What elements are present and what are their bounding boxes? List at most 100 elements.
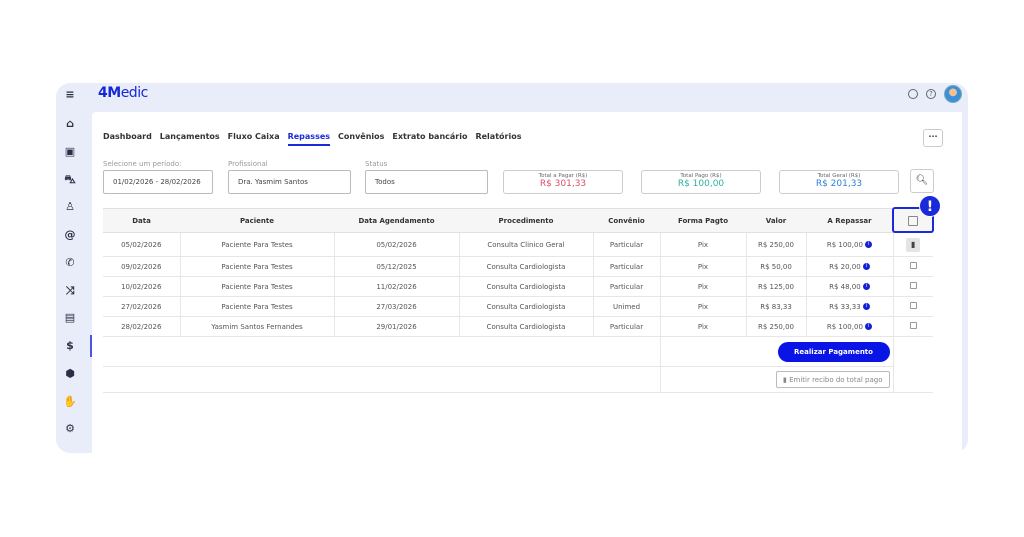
clipboard-icon[interactable]: ▤ [64, 311, 76, 324]
table-row: 27/02/2026 Paciente Para Testes 27/03/2026… [103, 296, 933, 317]
help-icon[interactable]: ? [926, 89, 936, 99]
info-icon[interactable]: i [862, 303, 870, 310]
period-input[interactable]: 01/02/2026 - 28/02/2026 [103, 170, 213, 194]
table-cell: 11/02/2026 [334, 276, 460, 297]
select-all-checkbox[interactable] [908, 215, 918, 226]
table-cell: Pix [660, 256, 747, 277]
avatar[interactable] [944, 85, 962, 103]
hand-icon[interactable]: ✋ [63, 395, 77, 408]
at-icon[interactable]: @ [64, 228, 76, 241]
phone-icon[interactable]: ✆ [65, 256, 75, 269]
shuffle-icon[interactable]: ⤨ [65, 284, 75, 297]
calendar-icon[interactable]: ▣ [64, 145, 76, 158]
table-cell: 05/12/2025 [334, 256, 460, 277]
professional-select[interactable]: Dra. Yasmim Santos [228, 170, 351, 194]
cell-text: R$ 50,00 [760, 262, 792, 271]
row-checkbox[interactable] [909, 282, 917, 289]
table-cell: Particular [593, 256, 661, 277]
table-cell: Pix [660, 276, 747, 297]
search-button[interactable]: 🔍︎ [910, 169, 934, 193]
total-card: Total Pago (R$) R$ 100,00 [641, 170, 761, 194]
table-cell: R$ 20,00 i [806, 256, 894, 277]
table-cell: R$ 250,00 [746, 232, 807, 257]
tab-conv-nios[interactable]: Convênios [338, 132, 385, 141]
status-select[interactable]: Todos [365, 170, 488, 194]
tab-extrato-banc-rio[interactable]: Extrato bancário [392, 132, 468, 141]
gear-icon[interactable]: ⚙ [65, 422, 75, 435]
cell-text: 05/12/2025 [376, 262, 417, 271]
cell-text: 10/02/2026 [121, 282, 162, 291]
cell-text: Consulta Cardiologista [486, 302, 566, 311]
table-cell: R$ 33,33 i [806, 296, 894, 317]
cell-text: Particular [609, 322, 644, 331]
receipt-icon[interactable]: ▮ [906, 237, 921, 252]
table-cell: 10/02/2026 [103, 276, 181, 297]
dollar-icon[interactable]: $ [56, 335, 92, 357]
cell-text: Unimed [612, 302, 641, 311]
cell-text: R$ 100,00 [826, 240, 863, 249]
info-icon[interactable]: i [865, 241, 873, 248]
professional-label: Profissional [228, 160, 268, 168]
table-cell: R$ 83,33 [746, 296, 807, 317]
cell-text: R$ 250,00 [757, 322, 795, 331]
box-icon[interactable]: ⬢ [65, 367, 75, 380]
menu-icon[interactable]: ≡ [65, 88, 75, 101]
row-checkbox[interactable] [909, 302, 917, 309]
table-cell: Pix [660, 296, 747, 317]
car-icon[interactable]: ⛍ [64, 173, 76, 186]
table-cell: Pix [660, 316, 747, 337]
cell-text: Yasmim Santos Fernandes [211, 322, 303, 331]
cell-text: R$ 48,00 [829, 282, 861, 291]
table-cell: Consulta Cardiologista [459, 256, 594, 277]
cell-text: Paciente Para Testes [221, 282, 293, 291]
chat-icon[interactable] [908, 89, 918, 99]
emit-receipt-button[interactable]: ▮ Emitir recibo do total pago [776, 371, 890, 388]
column-header: Paciente [180, 208, 334, 233]
cell-text: Particular [609, 282, 644, 291]
logo[interactable]: 4Medic [98, 85, 148, 101]
more-button[interactable]: ··· [923, 129, 943, 147]
pay-button[interactable]: Realizar Pagamento [777, 341, 890, 362]
tab-fluxo-caixa[interactable]: Fluxo Caixa [227, 132, 280, 141]
emit-receipt-label: Emitir recibo do total pago [789, 375, 883, 384]
table-row: 10/02/2026 Paciente Para Testes 11/02/2026… [103, 276, 933, 297]
table-cell: R$ 50,00 [746, 256, 807, 277]
user-icon[interactable]: ♙ [65, 200, 75, 213]
column-header: Data [103, 208, 180, 233]
table-row: 28/02/2026 Yasmim Santos Fernandes 29/01/2… [103, 316, 933, 337]
tab-repasses[interactable]: Repasses [287, 132, 331, 146]
repasses-table: Data Paciente Data Agendamento Procedimento… [103, 208, 933, 393]
total-card: Total a Pagar (R$) R$ 301,33 [503, 170, 623, 194]
row-checkbox[interactable] [909, 322, 917, 329]
cell-text: Particular [609, 240, 644, 249]
table-row: 09/02/2026 Paciente Para Testes 05/12/2025… [103, 256, 933, 277]
cell-text: 11/02/2026 [376, 282, 417, 291]
table-cell: 29/01/2026 [334, 316, 460, 337]
table-cell: Unimed [593, 296, 661, 317]
tab-dashboard[interactable]: Dashboard [103, 132, 152, 141]
cell-text: Paciente Para Testes [221, 240, 293, 249]
tab-lan-amentos[interactable]: Lançamentos [159, 132, 220, 141]
table-cell: 05/02/2026 [103, 232, 181, 257]
table-cell: R$ 100,00 i [806, 232, 894, 257]
cell-text: 09/02/2026 [121, 262, 162, 271]
table-cell: Paciente Para Testes [180, 276, 335, 297]
info-icon[interactable]: i [862, 263, 870, 270]
table-cell: Consulta Cardiologista [459, 296, 594, 317]
home-icon[interactable]: ⌂ [66, 117, 74, 130]
cell-text: R$ 250,00 [757, 240, 795, 249]
row-checkbox[interactable] [909, 262, 917, 269]
table-cell: 09/02/2026 [103, 256, 181, 277]
table-cell: R$ 250,00 [746, 316, 807, 337]
info-icon[interactable]: i [862, 283, 870, 290]
column-header: Data Agendamento [334, 208, 459, 233]
table-cell: 27/02/2026 [103, 296, 181, 317]
cell-text: 29/01/2026 [376, 322, 417, 331]
table-cell: 28/02/2026 [103, 316, 181, 337]
cell-text: Pix [697, 302, 709, 311]
alert-icon: ! [919, 195, 941, 217]
column-header: Procedimento [459, 208, 593, 233]
table-cell: Particular [593, 316, 661, 337]
tab-relat-rios[interactable]: Relatórios [475, 132, 522, 141]
info-icon[interactable]: i [865, 323, 873, 330]
